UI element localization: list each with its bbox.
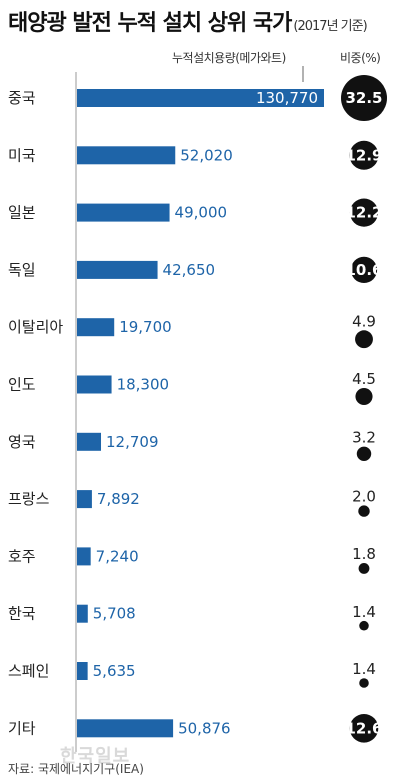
share-label: 3.2 xyxy=(352,429,376,447)
share-bubble xyxy=(355,330,373,349)
watermark: 한국일보 xyxy=(60,746,130,767)
share-bubble xyxy=(349,198,379,227)
share-label: 4.9 xyxy=(352,312,376,330)
source-note: 자료: 국제에너지기구(IEA) xyxy=(8,762,144,776)
share-label: 10.6 xyxy=(345,261,382,279)
category-label: 중국 xyxy=(8,89,36,107)
share-bubble xyxy=(349,140,379,170)
bar-value-label: 19,700 xyxy=(119,318,171,336)
chart-title: 태양광 발전 누적 설치 상위 국가 (2017년 기준) xyxy=(8,11,367,36)
bar xyxy=(77,89,324,107)
share-bubble xyxy=(350,256,378,284)
share-bubble xyxy=(356,446,372,462)
share-bubble xyxy=(359,678,369,688)
share-bubble xyxy=(358,562,370,574)
bar xyxy=(77,432,102,451)
share-bubble xyxy=(355,387,373,406)
chart-title-main: 태양광 발전 누적 설치 상위 국가 xyxy=(8,11,292,36)
share-label: 32.5 xyxy=(345,89,382,107)
bar-value-label: 7,240 xyxy=(96,547,139,565)
share-bubble xyxy=(349,713,379,743)
share-label: 1.4 xyxy=(352,660,376,678)
share-bubble xyxy=(358,505,370,517)
category-label: 프랑스 xyxy=(8,490,50,508)
share-label: 12.9 xyxy=(345,146,382,164)
share-bubble xyxy=(359,620,369,631)
bar xyxy=(77,490,92,509)
bar xyxy=(77,203,170,222)
bar-value-label: 49,000 xyxy=(175,204,228,222)
bar xyxy=(77,662,88,680)
category-label: 스페인 xyxy=(8,662,49,680)
bar xyxy=(77,146,176,165)
category-label: 독일 xyxy=(8,261,36,279)
bar-value-label: 5,635 xyxy=(93,662,136,680)
bar xyxy=(77,547,91,566)
bar xyxy=(77,604,88,623)
share-label: 1.4 xyxy=(352,603,376,621)
bar-value-label: 42,650 xyxy=(163,261,216,279)
category-label: 영국 xyxy=(8,433,36,451)
bar-value-label: 5,708 xyxy=(93,605,136,623)
bar-value-label: 7,892 xyxy=(97,490,140,508)
bar-value-label: 18,300 xyxy=(117,376,170,394)
bar-value-label: 130,770 xyxy=(256,89,318,107)
chart-title-note: (2017년 기준) xyxy=(293,19,366,34)
share-unit-label: 비중(%) xyxy=(340,51,380,65)
category-label: 일본 xyxy=(8,204,36,222)
category-label: 호주 xyxy=(8,547,36,565)
share-label: 2.0 xyxy=(352,487,376,505)
share-label: 12.6 xyxy=(345,719,382,737)
bar-value-label: 12,709 xyxy=(106,433,159,451)
category-label: 미국 xyxy=(8,146,36,164)
category-label: 이탈리아 xyxy=(8,318,63,336)
category-label: 인도 xyxy=(8,376,36,394)
value-unit-label: 누적설치용량(메가와트) xyxy=(172,51,286,65)
share-label: 4.5 xyxy=(352,370,376,388)
chart-rows: 중국 130,770 32.5 미국 52,020 12.9 일본 49,000 12.2 독일 4… xyxy=(8,75,387,743)
share-bubble xyxy=(341,75,387,121)
bar xyxy=(77,318,115,337)
share-label: 12.2 xyxy=(345,204,382,222)
bar xyxy=(77,719,174,738)
category-label: 한국 xyxy=(8,605,36,623)
bar-value-label: 50,876 xyxy=(178,719,231,737)
share-label: 1.8 xyxy=(352,545,376,563)
category-label: 기타 xyxy=(8,719,36,737)
bar xyxy=(77,375,112,394)
bar-value-label: 52,020 xyxy=(180,146,233,164)
bar xyxy=(77,260,158,279)
